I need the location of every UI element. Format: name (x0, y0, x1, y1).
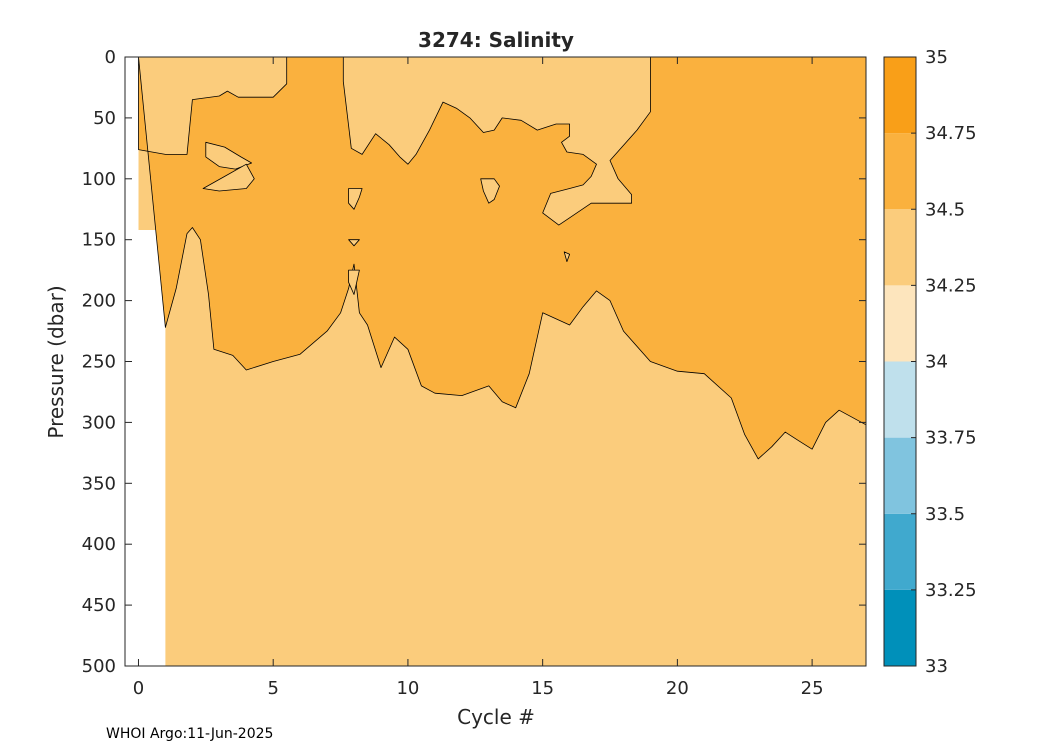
y-tick-label: 400 (82, 534, 116, 555)
colorbar-swatch (884, 589, 916, 666)
colorbar-swatch (884, 57, 916, 134)
colorbar-tick-label: 34.75 (925, 123, 977, 144)
salinity-band-34.5-34.75 (138, 56, 867, 460)
y-tick-label: 100 (82, 169, 116, 190)
fresh-patch (348, 188, 363, 210)
x-tick-label: 20 (666, 678, 689, 699)
fresh-patch (348, 269, 360, 295)
y-tick-label: 200 (82, 291, 116, 312)
surface-fresh-region (342, 56, 651, 226)
y-axis: 0 50 100 150 200 250 300 350 400 450 500 (82, 47, 866, 677)
colorbar-swatch (884, 209, 916, 286)
y-axis-label: Pressure (dbar) (44, 285, 68, 438)
x-tick-label: 0 (133, 678, 144, 699)
y-tick-label: 350 (82, 473, 116, 494)
y-tick-label: 500 (82, 656, 116, 677)
colorbar-tick-label: 34 (925, 352, 948, 373)
colorbar-tick-label: 33.75 (925, 428, 977, 449)
fresh-patch (563, 251, 570, 263)
y-tick-label: 300 (82, 412, 116, 433)
colorbar-swatch (884, 361, 916, 438)
x-tick-label: 10 (396, 678, 419, 699)
colorbar: 33 33.25 33.5 33.75 34 34.25 34.5 34.75 35 (883, 47, 977, 677)
colorbar-tick-label: 35 (925, 47, 948, 68)
y-tick-label: 150 (82, 230, 116, 251)
colorbar-swatch (884, 513, 916, 590)
x-axis-label: Cycle # (457, 705, 535, 729)
colorbar-swatch (884, 133, 916, 210)
colorbar-swatch (884, 437, 916, 514)
colorbar-tick-label: 33 (925, 656, 948, 677)
y-tick-label: 250 (82, 352, 116, 373)
colorbar-tick-label: 33.5 (925, 504, 965, 525)
chart-title: 3274: Salinity (418, 28, 574, 52)
x-axis: 0 5 10 15 20 25 (133, 57, 824, 699)
y-tick-label: 50 (93, 108, 116, 129)
colorbar-tick-label: 33.25 (925, 580, 977, 601)
plot-area (124, 56, 867, 667)
fresh-patch (348, 239, 360, 247)
footer-stamp: WHOI Argo:11-Jun-2025 (106, 726, 274, 742)
colorbar-tick-label: 34.5 (925, 199, 965, 220)
fresh-patch (480, 178, 500, 204)
x-tick-label: 5 (267, 678, 278, 699)
y-tick-label: 450 (82, 595, 116, 616)
x-tick-label: 25 (801, 678, 824, 699)
colorbar-tick-label: 34.25 (925, 275, 977, 296)
fresh-patch (202, 163, 255, 192)
y-tick-label: 0 (105, 47, 116, 68)
colorbar-swatch (884, 285, 916, 362)
x-tick-label: 15 (531, 678, 554, 699)
